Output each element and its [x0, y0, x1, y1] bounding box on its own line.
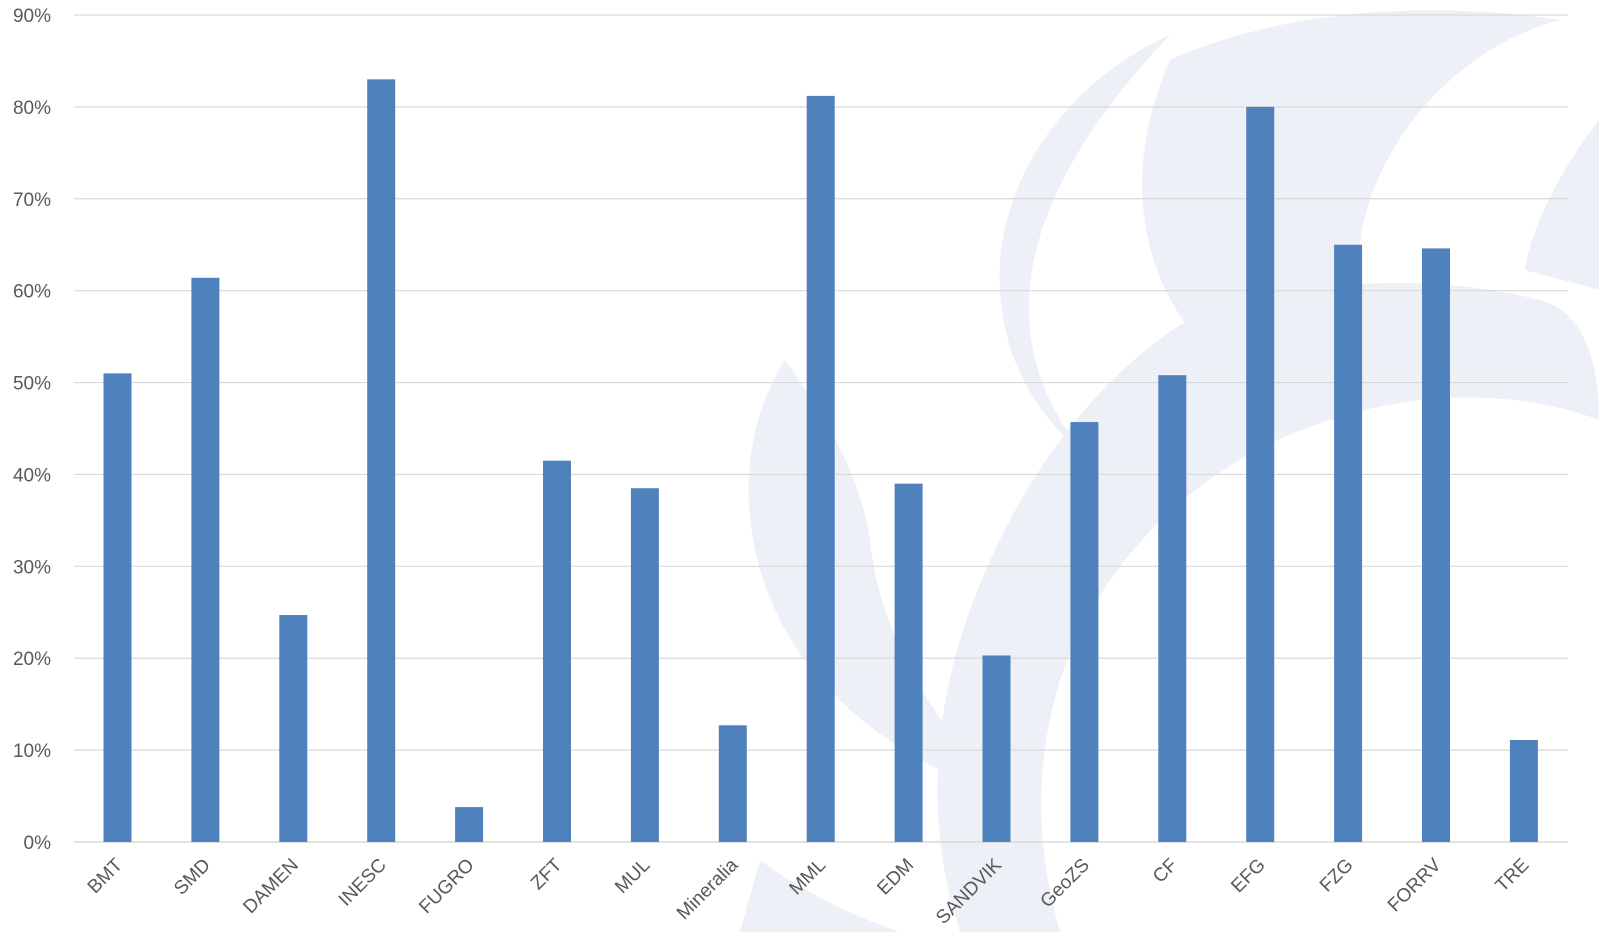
x-tick-label: Mineralia: [673, 854, 743, 924]
bar: [367, 79, 396, 843]
x-tick-label: TRE: [1492, 855, 1534, 897]
y-tick-label: 70%: [13, 190, 51, 211]
bar: [1509, 740, 1538, 842]
bar: [718, 725, 747, 842]
bar: [1334, 244, 1363, 842]
bar: [1070, 422, 1099, 842]
y-tick-label: 10%: [13, 741, 51, 762]
bar: [1422, 248, 1450, 843]
y-tick-label: 0%: [24, 833, 52, 854]
x-tick-label: SMD: [170, 855, 215, 900]
bar-series: [103, 79, 1538, 843]
bar: [103, 373, 132, 842]
bar: [1246, 106, 1275, 842]
x-tick-label: EFG: [1227, 855, 1269, 897]
x-tick-label: EDM: [873, 855, 918, 900]
x-tick-label: FORRV: [1384, 854, 1446, 916]
bar: [806, 95, 835, 842]
x-tick-label: MUL: [611, 855, 654, 898]
y-tick-label: 80%: [13, 98, 51, 119]
bar: [894, 483, 923, 842]
bar: [191, 277, 220, 842]
x-tick-label: BMT: [84, 854, 127, 897]
y-tick-label: 90%: [13, 6, 51, 27]
y-tick-label: 60%: [13, 282, 51, 303]
bar: [543, 460, 571, 842]
y-tick-label: 30%: [13, 557, 51, 578]
x-tick-label: ZFT: [527, 854, 567, 894]
x-tick-label: CF: [1149, 855, 1182, 888]
y-axis: 0% 10% 20% 30% 40% 50% 60% 70% 80% 90%: [13, 6, 51, 854]
bar: [455, 807, 484, 842]
x-tick-label: FUGRO: [415, 855, 478, 918]
x-tick-label: FZG: [1316, 855, 1358, 897]
bar: [1158, 375, 1187, 842]
y-tick-label: 50%: [13, 374, 51, 395]
bar: [279, 615, 308, 842]
bar: [630, 488, 659, 842]
x-tick-label: DAMEN: [239, 855, 302, 918]
y-tick-label: 20%: [13, 649, 51, 670]
x-tick-label: INESC: [335, 855, 391, 911]
bar: [982, 655, 1011, 842]
y-tick-label: 40%: [13, 465, 51, 486]
